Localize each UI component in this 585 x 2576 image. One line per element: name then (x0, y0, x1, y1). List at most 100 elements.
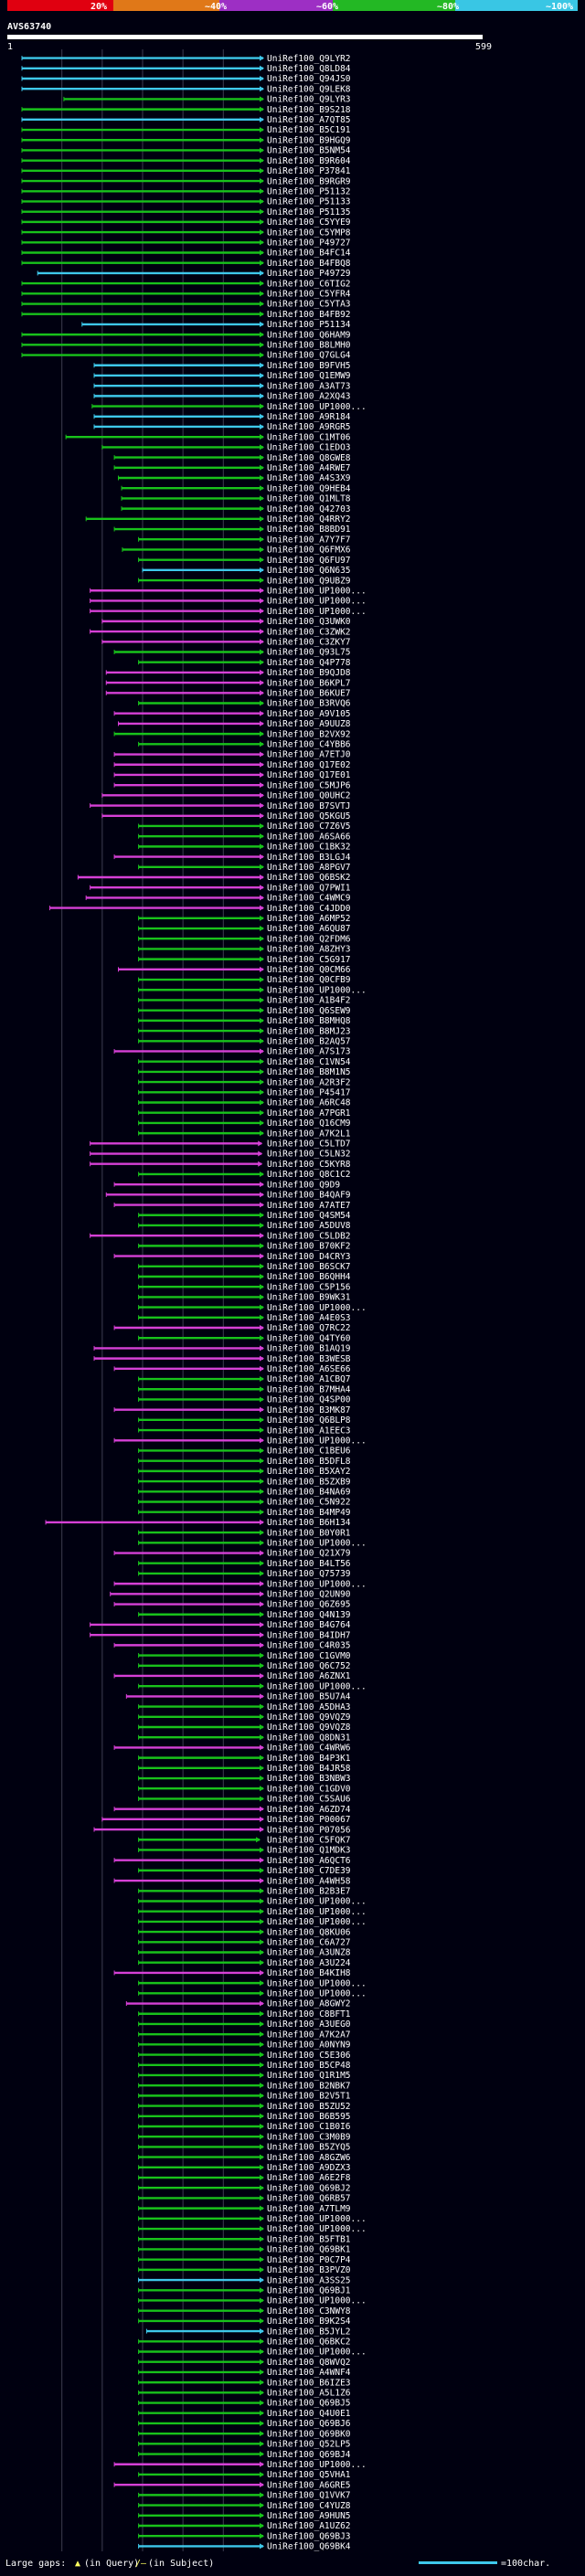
hit-label[interactable]: UniRef100_C3ZKY7 (267, 637, 351, 647)
hit-label[interactable]: UniRef100_B4QAF9 (267, 1191, 351, 1201)
hit-label[interactable]: UniRef100_A8PGV7 (267, 863, 351, 873)
hit-label[interactable]: UniRef100_A3SS25 (267, 2275, 351, 2285)
hit-label[interactable]: UniRef100_B2NBK7 (267, 2081, 351, 2091)
hit-label[interactable]: UniRef100_B2AQ57 (267, 1036, 351, 1046)
hit-row[interactable]: UniRef100_B8BD91 (113, 525, 351, 535)
hit-row[interactable]: UniRef100_Q75739 (138, 1569, 351, 1579)
hit-label[interactable]: UniRef100_Q94JS0 (267, 74, 351, 84)
hit-label[interactable]: UniRef100_A8GWY2 (267, 1999, 351, 2009)
hit-label[interactable]: UniRef100_B5NM54 (267, 146, 351, 156)
hit-label[interactable]: UniRef100_B0Y0R1 (267, 1528, 351, 1538)
hit-row[interactable]: UniRef100_B5NM54 (21, 146, 351, 156)
hit-label[interactable]: UniRef100_B6SCK7 (267, 1262, 351, 1272)
hit-label[interactable]: UniRef100_Q8C1C2 (267, 1170, 351, 1180)
hit-row[interactable]: UniRef100_Q6BLP8 (138, 1415, 351, 1426)
hit-label[interactable]: UniRef100_UP1000... (267, 1907, 367, 1917)
hit-label[interactable]: UniRef100_A1B4F2 (267, 996, 351, 1006)
hit-label[interactable]: UniRef100_B9HGQ9 (267, 135, 351, 145)
hit-row[interactable]: UniRef100_B4FB92 (21, 310, 351, 320)
hit-row[interactable]: UniRef100_B8MHQ8 (138, 1016, 351, 1026)
hit-label[interactable]: UniRef100_B9WK31 (267, 1293, 351, 1303)
hit-row[interactable]: UniRef100_Q9LEK8 (21, 84, 351, 94)
hit-row[interactable]: UniRef100_P07056 (93, 1825, 351, 1835)
hit-row[interactable]: UniRef100_Q0CFB9 (138, 975, 351, 985)
hit-label[interactable]: UniRef100_Q17E01 (267, 770, 351, 780)
hit-row[interactable]: UniRef100_Q3UWK0 (101, 617, 351, 627)
hit-row[interactable]: UniRef100_C6TIG2 (21, 279, 351, 289)
hit-row[interactable]: UniRef100_B4MP49 (138, 1508, 351, 1518)
hit-row[interactable]: UniRef100_UP1000... (138, 1917, 367, 1927)
hit-row[interactable]: UniRef100_A3SS25 (138, 2275, 351, 2285)
hit-row[interactable]: UniRef100_Q69BJ1 (138, 2285, 351, 2295)
hit-label[interactable]: UniRef100_Q69BK4 (267, 2542, 351, 2552)
hit-label[interactable]: UniRef100_UP1000... (267, 985, 367, 995)
hit-label[interactable]: UniRef100_B3WESB (267, 1354, 351, 1364)
hit-row[interactable]: UniRef100_C4WRW6 (113, 1744, 351, 1754)
hit-label[interactable]: UniRef100_Q0UHC2 (267, 791, 351, 801)
hit-label[interactable]: UniRef100_A3UNZ8 (267, 1948, 351, 1958)
hit-label[interactable]: UniRef100_Q3UWK0 (267, 617, 351, 627)
hit-row[interactable]: UniRef100_B9HGQ9 (21, 135, 351, 145)
hit-label[interactable]: UniRef100_C7DE39 (267, 1866, 351, 1876)
hit-label[interactable]: UniRef100_C5G917 (267, 955, 351, 965)
hit-row[interactable]: UniRef100_Q6BSK2 (77, 873, 351, 883)
hit-label[interactable]: UniRef100_A8GZW6 (267, 2153, 351, 2163)
hit-row[interactable]: UniRef100_B3NBW3 (138, 1774, 351, 1784)
hit-row[interactable]: UniRef100_A2XQ43 (93, 392, 351, 402)
hit-label[interactable]: UniRef100_Q2UN90 (267, 1590, 351, 1600)
hit-label[interactable]: UniRef100_A7QT85 (267, 115, 351, 125)
hit-label[interactable]: UniRef100_UP1000... (267, 607, 367, 617)
hit-label[interactable]: UniRef100_Q9LYR3 (267, 95, 351, 105)
hit-row[interactable]: UniRef100_A4RWE7 (113, 463, 351, 473)
hit-row[interactable]: UniRef100_A6ZNX1 (113, 1671, 351, 1681)
hit-label[interactable]: UniRef100_Q4TY60 (267, 1333, 351, 1343)
hit-label[interactable]: UniRef100_UP1000... (267, 1989, 367, 1999)
hit-label[interactable]: UniRef100_C5KYR8 (267, 1160, 351, 1170)
hit-label[interactable]: UniRef100_A7Y7F7 (267, 535, 351, 545)
hit-row[interactable]: UniRef100_A7ETJ0 (113, 750, 351, 760)
hit-label[interactable]: UniRef100_B5JYL2 (267, 2327, 351, 2337)
hit-label[interactable]: UniRef100_Q16CM9 (267, 1118, 351, 1129)
hit-row[interactable]: UniRef100_C1BEU6 (138, 1447, 351, 1457)
hit-row[interactable]: UniRef100_UP1000... (138, 2348, 367, 2358)
hit-label[interactable]: UniRef100_Q69BJ4 (267, 2450, 351, 2460)
hit-row[interactable]: UniRef100_Q69BK0 (138, 2429, 351, 2439)
hit-row[interactable]: UniRef100_Q4P778 (138, 658, 351, 668)
hit-label[interactable]: UniRef100_C5E306 (267, 2051, 351, 2061)
hit-label[interactable]: UniRef100_B6QHH4 (267, 1272, 351, 1282)
hit-label[interactable]: UniRef100_A5DUV8 (267, 1221, 351, 1231)
hit-label[interactable]: UniRef100_Q6BKC2 (267, 2337, 351, 2347)
hit-row[interactable]: UniRef100_C8BFT1 (138, 2009, 351, 2019)
hit-row[interactable]: UniRef100_Q42703 (121, 504, 351, 514)
hit-row[interactable]: UniRef100_UP1000... (90, 607, 367, 617)
hit-label[interactable]: UniRef100_Q6SEW9 (267, 1006, 351, 1016)
hit-row[interactable]: UniRef100_B8LMH0 (21, 341, 351, 351)
hit-label[interactable]: UniRef100_C4YUZ8 (267, 2501, 351, 2511)
hit-label[interactable]: UniRef100_Q1VVK7 (267, 2491, 351, 2501)
hit-row[interactable]: UniRef100_C5G917 (138, 955, 351, 965)
hit-row[interactable]: UniRef100_Q7GLG4 (21, 351, 351, 361)
hit-row[interactable]: UniRef100_Q4TY60 (138, 1333, 351, 1343)
hit-label[interactable]: UniRef100_Q1MLT8 (267, 494, 351, 504)
hit-row[interactable]: UniRef100_UP1000... (90, 586, 367, 596)
hit-label[interactable]: UniRef100_Q9VQZ8 (267, 1723, 351, 1733)
hit-row[interactable]: UniRef100_B0Y0R1 (138, 1528, 351, 1538)
hit-row[interactable]: UniRef100_P51135 (21, 207, 351, 217)
hit-row[interactable]: UniRef100_A9RGR5 (93, 422, 351, 432)
hit-label[interactable]: UniRef100_B5ZU52 (267, 2102, 351, 2112)
hit-row[interactable]: UniRef100_B6KUE7 (105, 689, 351, 699)
hit-label[interactable]: UniRef100_Q8GWE8 (267, 453, 351, 463)
hit-label[interactable]: UniRef100_C8BFT1 (267, 2009, 351, 2019)
hit-label[interactable]: UniRef100_Q6FMX6 (267, 546, 351, 556)
hit-row[interactable]: UniRef100_Q9VQZ8 (138, 1723, 351, 1733)
hit-row[interactable]: UniRef100_A1B4F2 (138, 996, 351, 1006)
hit-label[interactable]: UniRef100_UP1000... (267, 1539, 367, 1549)
hit-row[interactable]: UniRef100_Q93L75 (113, 648, 351, 658)
hit-row[interactable]: UniRef100_A2R3F2 (138, 1077, 351, 1087)
hit-label[interactable]: UniRef100_UP1000... (267, 1436, 367, 1446)
hit-label[interactable]: UniRef100_P51133 (267, 197, 351, 207)
hit-row[interactable]: UniRef100_P37841 (21, 166, 351, 176)
hit-label[interactable]: UniRef100_C1BK32 (267, 843, 351, 853)
hit-row[interactable]: UniRef100_A6SA66 (138, 832, 351, 842)
hit-row[interactable]: UniRef100_Q5VHA1 (138, 2470, 351, 2480)
